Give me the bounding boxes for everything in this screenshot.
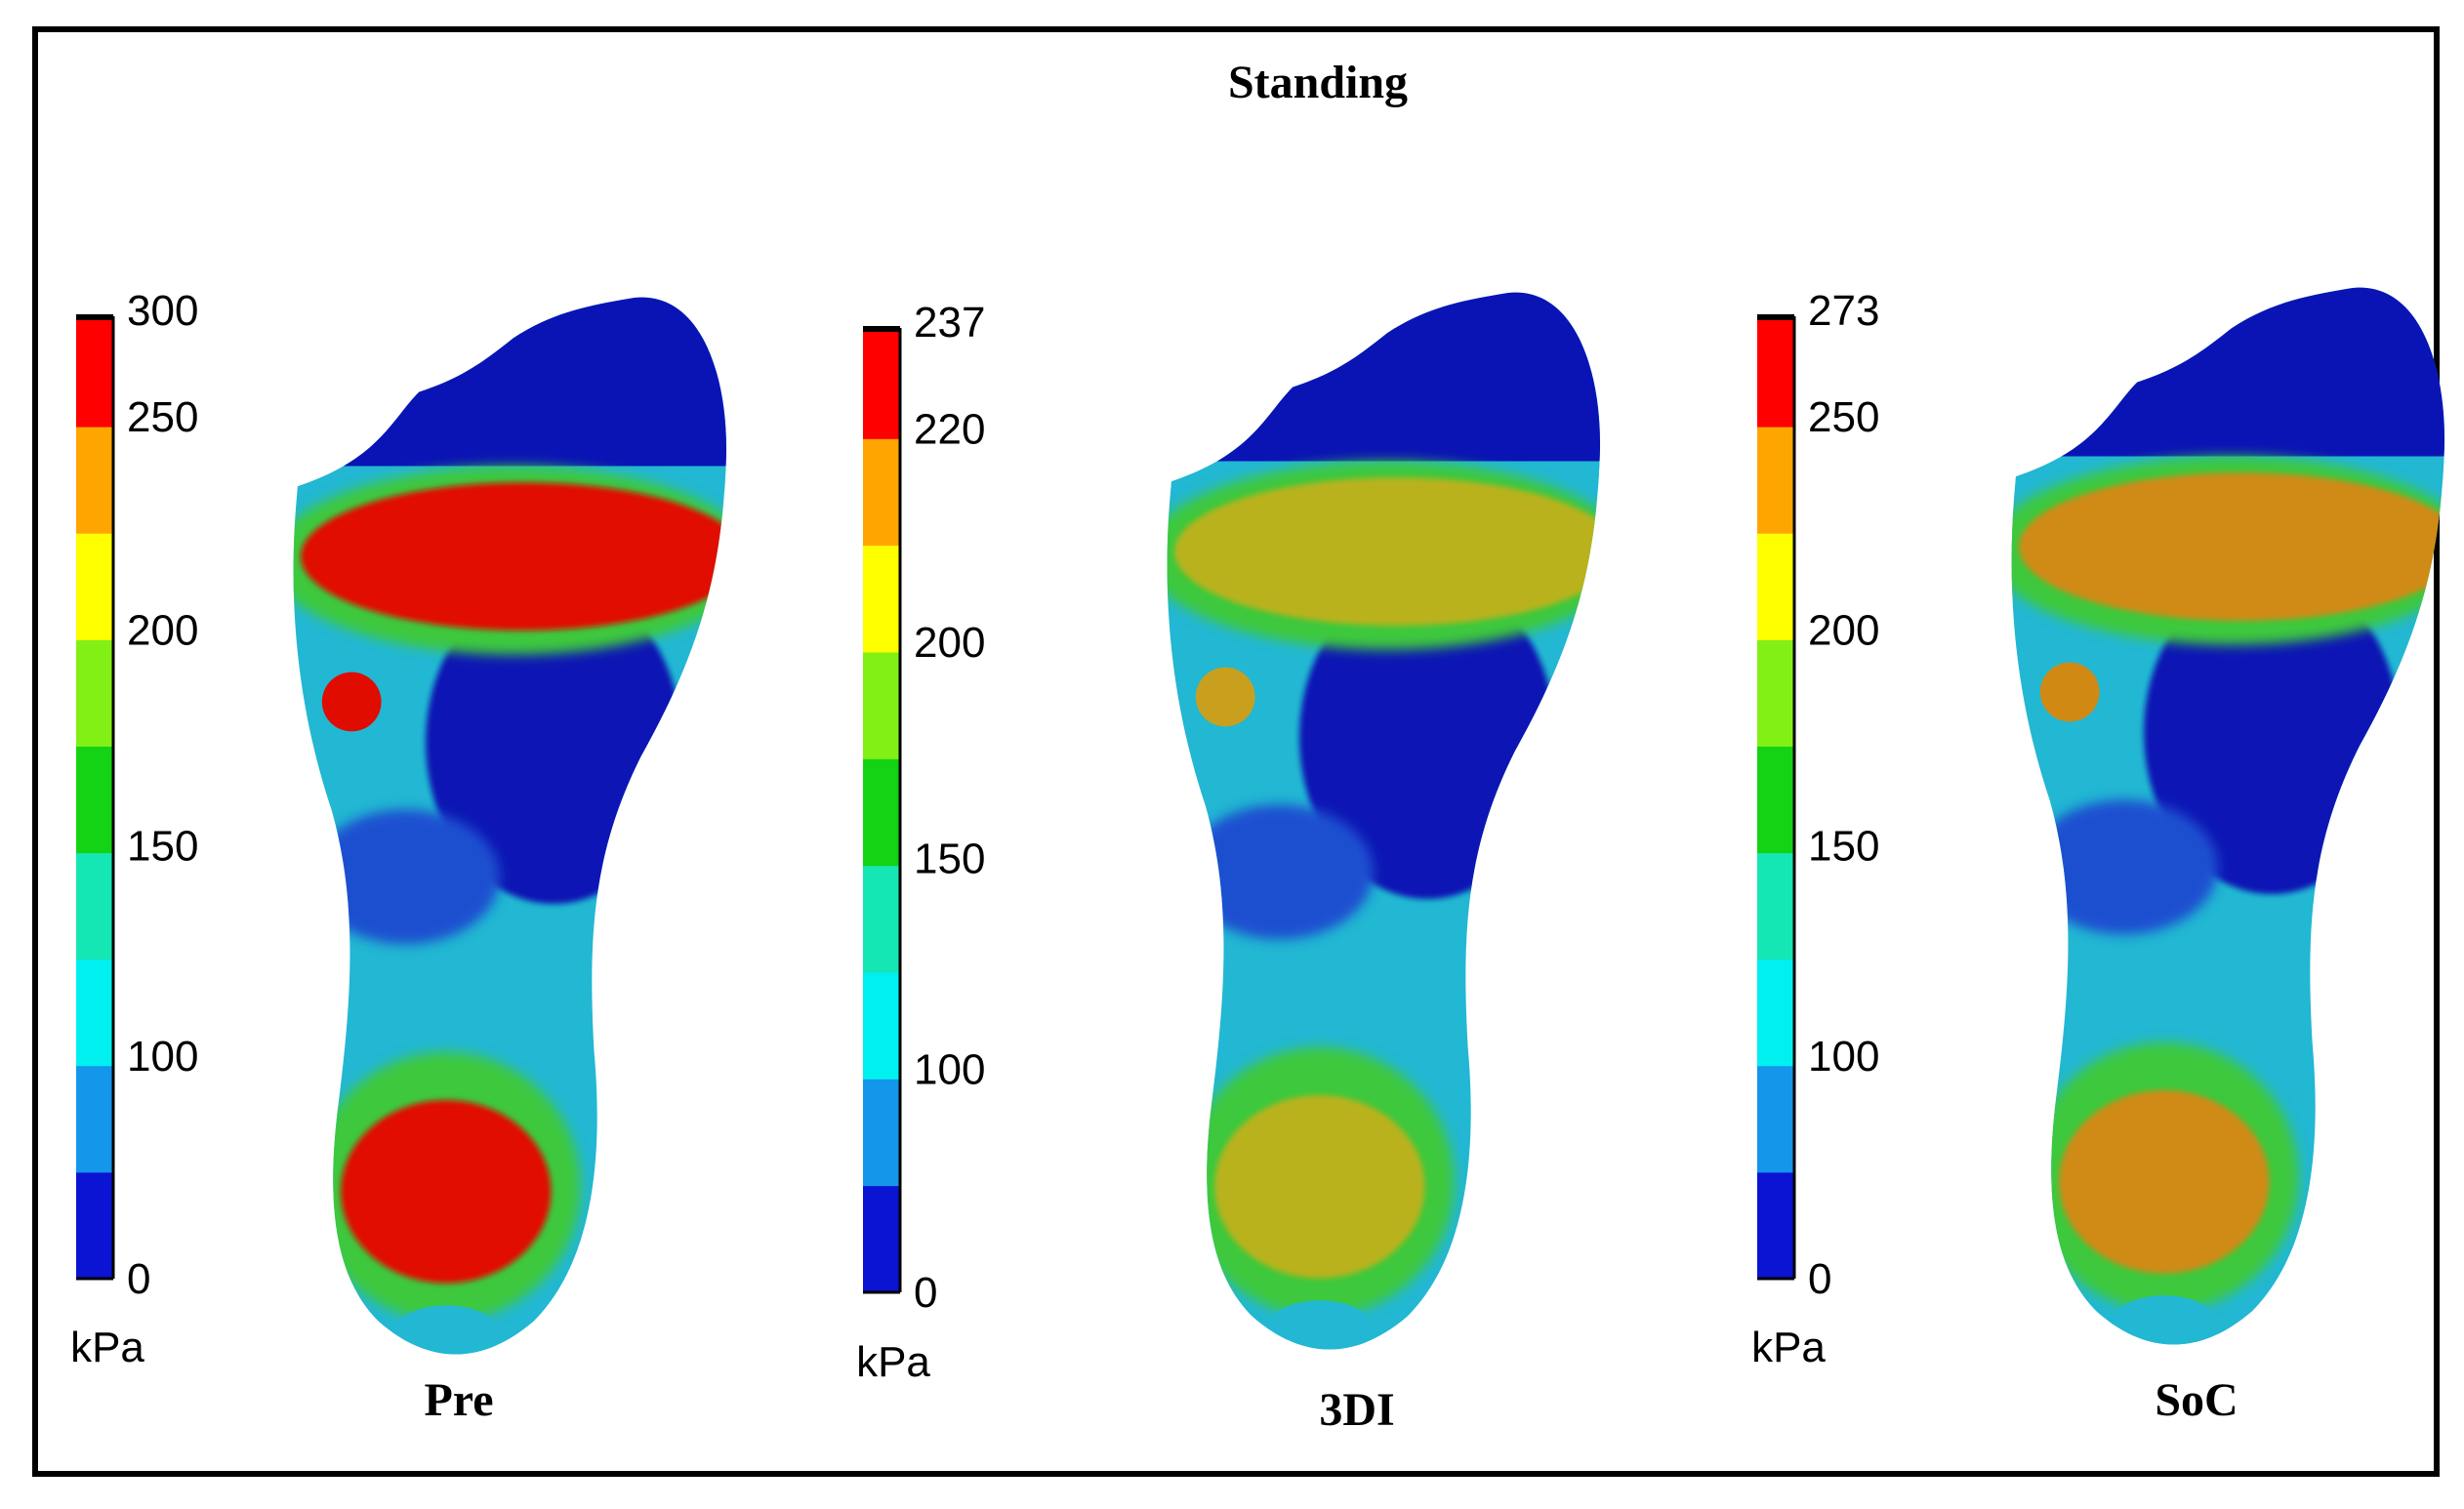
colorbar-band [1757,1171,1794,1280]
foot-pressure-map [293,297,727,1355]
colorbar-band [76,639,113,747]
heel-edge [391,1305,500,1355]
midfoot-region [310,809,500,945]
colorbar-cap [76,314,113,320]
colorbar-band [1757,320,1794,428]
colorbar-tick-label: 0 [1808,1255,1831,1303]
colorbar-tick-label: 0 [127,1255,150,1303]
colorbar: 0 100 150 200 250 300 [76,287,198,1303]
colorbar: 0 100 150 200 250 273 [1757,287,1879,1303]
colorbar-tick-label: 150 [127,823,198,871]
hot-spot [2039,662,2100,722]
colorbar: 0 100 150 200 220 237 [863,299,985,1317]
colorbar-tick-label: 200 [1808,606,1879,654]
figure-title: Standing [1228,57,1408,108]
forefoot-region [1174,477,1601,626]
foot-pressure-map [2011,287,2445,1345]
colorbar-band [76,852,113,960]
colorbar-tick-label: 220 [914,405,985,453]
colorbar-tick-label: 273 [1808,287,1879,335]
panel-3di: 0 100 150 200 220 237 kPa 3DI [856,292,1601,1436]
heel-region [1214,1094,1425,1279]
colorbar-band [863,1079,900,1187]
colorbar-band [863,332,900,439]
colorbar-band [1757,852,1794,960]
heel-region [2059,1089,2270,1274]
colorbar-band [863,1185,900,1293]
toes-region [293,297,727,467]
heel-edge [2110,1295,2219,1345]
colorbar-tick-label: 300 [127,287,198,335]
colorbar-band [76,746,113,854]
colorbar-band [76,320,113,428]
forefoot-region [2019,472,2445,621]
colorbar-tick-label: 200 [914,619,985,667]
colorbar-band [863,972,900,1080]
colorbar-band [1757,1065,1794,1173]
unit-label: kPa [70,1324,144,1371]
colorbar-band [1757,746,1794,854]
panel-label: SoC [2155,1374,2238,1426]
colorbar-band [76,533,113,640]
colorbar-band [1757,533,1794,640]
colorbar-band [76,1171,113,1280]
forefoot-region [301,482,727,631]
panel-label: 3DI [1319,1384,1394,1436]
colorbar-band [76,1065,113,1173]
toes-region [2011,287,2445,457]
figure-frame [32,26,2440,1477]
colorbar-band [1757,427,1794,534]
colorbar-tick-label: 250 [127,393,198,441]
foot-pressure-map [1167,292,1601,1350]
colorbar-tick-label: 250 [1808,393,1879,441]
heel-edge [1265,1300,1375,1350]
colorbar-tick-label: 100 [914,1045,985,1093]
colorbar-band [863,652,900,759]
colorbar-tick-label: 150 [1808,823,1879,871]
colorbar-band [863,758,900,867]
colorbar-tick-label: 100 [127,1033,198,1081]
colorbar-tick-label: 150 [914,836,985,883]
colorbar-band [1757,639,1794,747]
colorbar-band [863,545,900,653]
toes-region [1167,292,1601,462]
panel-pre: 0 100 150 200 250 300 kPa Pre [70,287,727,1426]
colorbar-cap [863,326,900,332]
colorbar-band [76,427,113,534]
colorbar-band [863,865,900,973]
hot-spot [1195,667,1255,727]
colorbar-band [1757,958,1794,1067]
unit-label: kPa [1751,1324,1826,1371]
colorbar-tick-label: 0 [914,1269,937,1317]
colorbar-tick-label: 100 [1808,1033,1879,1081]
colorbar-tick-label: 200 [127,606,198,654]
colorbar-band [76,958,113,1067]
panel-soc: 0 100 150 200 250 273 kPa SoC [1751,287,2445,1426]
colorbar-tick-label: 237 [914,299,985,347]
colorbar-cap [1757,314,1794,320]
unit-label: kPa [856,1338,930,1386]
colorbar-band [863,438,900,547]
hot-spot [321,672,382,732]
panel-label: Pre [424,1374,493,1426]
heel-region [341,1099,552,1284]
midfoot-region [1184,804,1374,940]
midfoot-region [2029,799,2218,935]
